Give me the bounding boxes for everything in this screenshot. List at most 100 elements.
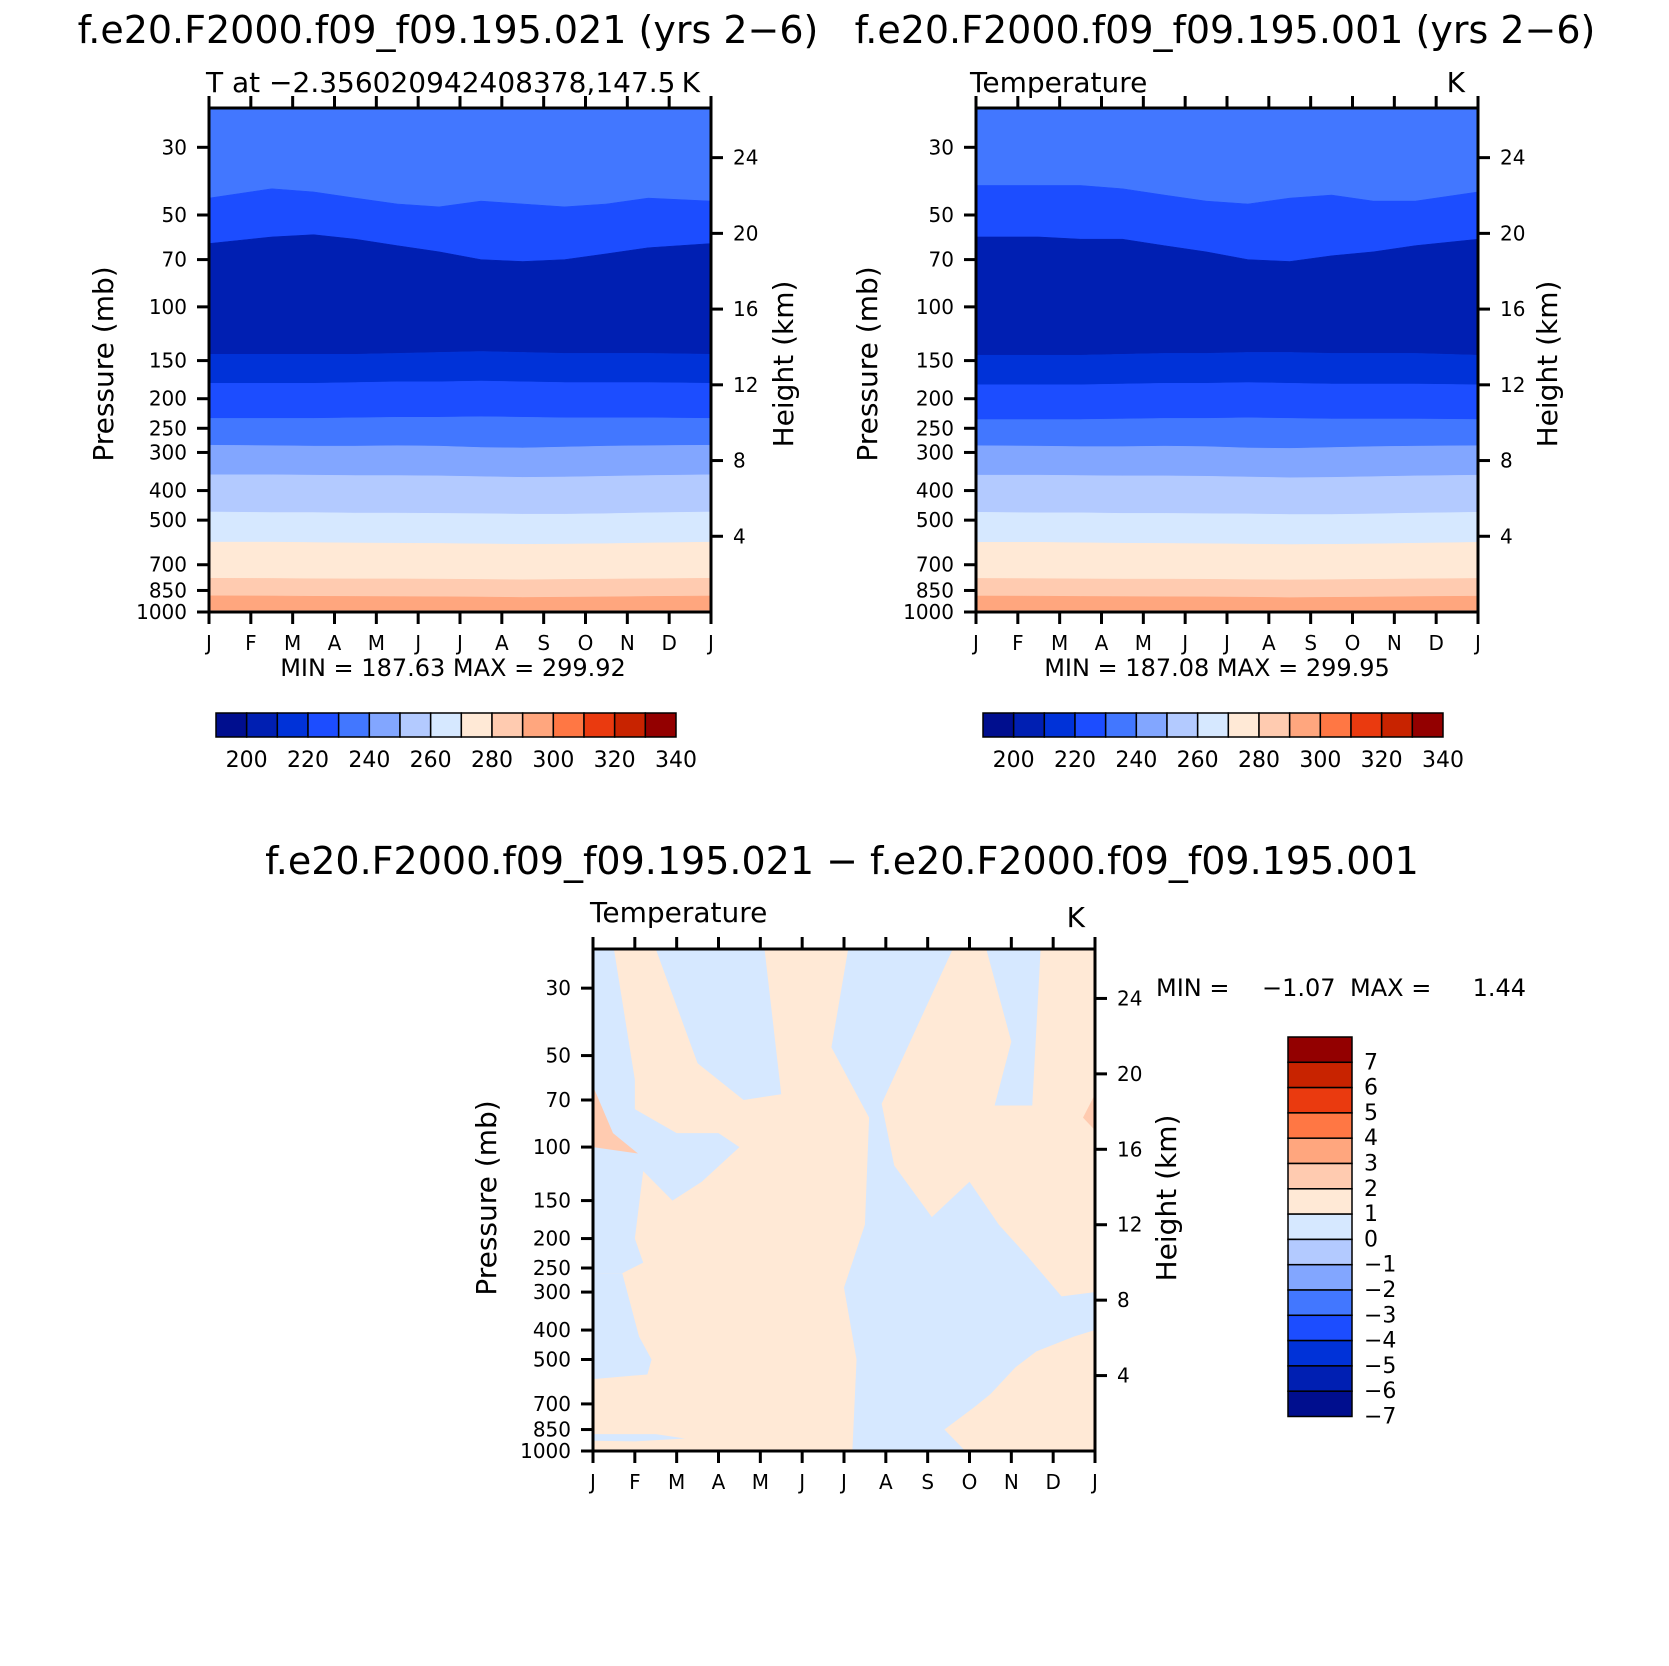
x-tick-label: F — [1012, 631, 1024, 655]
y-tick-right-label: 16 — [733, 297, 758, 321]
y-tick-right-label: 12 — [1117, 1213, 1142, 1237]
x-tick-label: S — [921, 1470, 934, 1494]
colorbar-swatch — [552, 712, 585, 738]
colorbar-swatch — [1104, 712, 1138, 738]
colorbar-label: −4 — [1364, 1329, 1396, 1354]
y-tick-right-label: 20 — [1117, 1062, 1142, 1086]
x-tick-label: J — [706, 631, 714, 655]
colorbar-swatch — [1287, 1137, 1353, 1165]
colorbar-label: 300 — [532, 748, 574, 773]
y-tick-label: 400 — [533, 1318, 571, 1342]
colorbar-swatch — [491, 712, 524, 738]
colorbar-swatch — [1287, 1213, 1353, 1241]
y-tick-right-label: 12 — [1500, 373, 1525, 397]
y-tick-label: 500 — [916, 508, 954, 532]
colorbar-swatch — [1287, 1036, 1353, 1064]
contour-band — [975, 511, 1479, 545]
x-tick-label: J — [1222, 631, 1230, 655]
x-tick-label: J — [413, 631, 421, 655]
colorbar-swatch — [1287, 1112, 1353, 1139]
colorbar-swatch — [429, 712, 463, 738]
colorbar-swatch — [215, 712, 248, 738]
colorbar-label: 3 — [1364, 1152, 1378, 1177]
colorbar-label: 0 — [1364, 1227, 1378, 1252]
y-tick-label: 850 — [916, 578, 954, 602]
y-tick-label: 1000 — [520, 1439, 571, 1463]
y-tick-label: 250 — [149, 416, 187, 440]
colorbar-label: 200 — [993, 748, 1035, 773]
x-tick-label: J — [455, 631, 463, 655]
colorbar-label: 5 — [1364, 1101, 1378, 1126]
y-tick-label: 250 — [916, 416, 954, 440]
y-tick-label: 850 — [149, 578, 187, 602]
x-tick-label: O — [578, 631, 594, 655]
colorbar-swatch — [399, 712, 432, 738]
panel-1-min-max: MIN = 187.63 MAX = 299.92 — [280, 654, 626, 682]
colorbar-swatch — [1287, 1188, 1353, 1215]
contour-band — [975, 474, 1479, 515]
colorbar-swatch — [583, 712, 616, 738]
contour-band — [208, 511, 712, 545]
y-tick-label: 200 — [149, 387, 187, 411]
colorbar-swatch — [1074, 712, 1107, 738]
x-tick-label: A — [712, 1470, 726, 1494]
panel-3-right-string: K — [1067, 901, 1086, 934]
contour-warm-spot — [1083, 1094, 1095, 1131]
x-tick-label: M — [668, 1470, 685, 1494]
x-tick-label: J — [839, 1470, 847, 1494]
colorbar-label: −2 — [1364, 1278, 1396, 1303]
colorbar-swatch — [982, 712, 1015, 738]
x-tick-label: J — [971, 631, 979, 655]
y-tick-label: 50 — [929, 203, 954, 227]
x-tick-label: N — [1387, 631, 1402, 655]
y-tick-right-label: 24 — [733, 146, 758, 170]
colorbar-label: 240 — [348, 748, 390, 773]
contour-region — [613, 949, 1095, 1451]
x-tick-label: A — [495, 631, 509, 655]
y-tick-label: 70 — [929, 248, 954, 272]
colorbar-swatch — [1287, 1314, 1353, 1342]
x-tick-label: O — [962, 1470, 978, 1494]
y-tick-label: 100 — [149, 295, 187, 319]
x-tick-label: D — [1428, 631, 1443, 655]
x-tick-label: D — [1045, 1470, 1060, 1494]
x-tick-label: M — [1135, 631, 1152, 655]
panel-3-ylabel: Pressure (mb) — [470, 1100, 503, 1295]
colorbar-label: 4 — [1364, 1126, 1378, 1151]
colorbar-label: 1 — [1364, 1202, 1378, 1227]
panel-1-title: f.e20.F2000.f09_f09.195.021 (yrs 2−6) — [78, 8, 819, 52]
y-tick-label: 300 — [149, 440, 187, 464]
panel-3-left-string: Temperature — [589, 896, 767, 929]
colorbar-label: −3 — [1364, 1303, 1396, 1328]
panel-1-right-string: K — [682, 66, 701, 99]
colorbar-swatch — [1287, 1390, 1353, 1418]
y-tick-right-label: 4 — [1117, 1364, 1130, 1388]
x-tick-label: F — [245, 631, 257, 655]
y-tick-right-label: 4 — [733, 524, 746, 548]
y-tick-label: 500 — [149, 508, 187, 532]
contour-band — [208, 380, 712, 419]
y-tick-right-label: 8 — [733, 449, 746, 473]
y-tick-label: 150 — [533, 1189, 571, 1213]
colorbar-label: 240 — [1115, 748, 1157, 773]
y-tick-label: 400 — [916, 479, 954, 503]
y-tick-label: 30 — [929, 135, 954, 159]
colorbar-label: 6 — [1364, 1076, 1378, 1101]
x-tick-label: S — [537, 631, 550, 655]
y-tick-label: 200 — [916, 387, 954, 411]
y-tick-label: 150 — [149, 349, 187, 373]
panel-2-ylabel-right: Height (km) — [1531, 281, 1564, 448]
x-tick-label: J — [1180, 631, 1188, 655]
colorbar-swatch — [1287, 1263, 1353, 1291]
y-tick-label: 70 — [546, 1088, 571, 1112]
x-tick-label: A — [1262, 631, 1276, 655]
colorbar-swatch — [1258, 712, 1291, 738]
colorbar-label: 320 — [1361, 748, 1403, 773]
panel-2-min-max: MIN = 187.08 MAX = 299.95 — [1044, 654, 1390, 682]
y-tick-label: 50 — [546, 1044, 571, 1068]
colorbar-label: 260 — [410, 748, 452, 773]
colorbar-swatch — [613, 712, 647, 738]
colorbar-swatch — [1287, 1289, 1353, 1317]
y-tick-label: 300 — [916, 440, 954, 464]
